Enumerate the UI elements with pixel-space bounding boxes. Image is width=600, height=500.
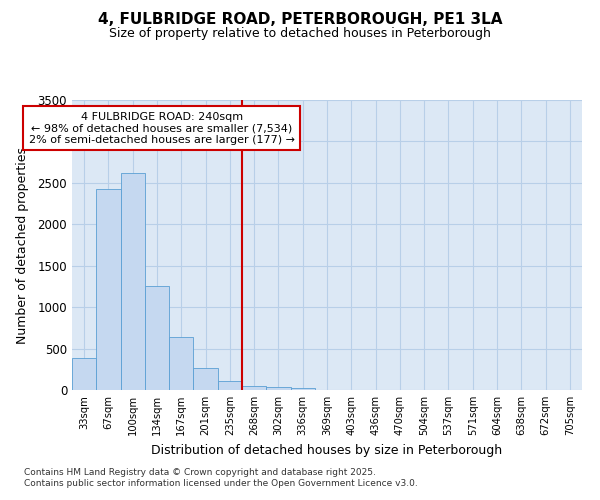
Bar (193, 368, 218, 390)
Text: Contains HM Land Registry data © Crown copyright and database right 2025.
Contai: Contains HM Land Registry data © Crown c… (24, 468, 418, 487)
Bar (266, 386, 290, 390)
Bar (121, 173, 145, 390)
Bar (218, 381, 242, 390)
Text: Size of property relative to detached houses in Peterborough: Size of property relative to detached ho… (109, 28, 491, 40)
Text: 4 FULBRIDGE ROAD: 240sqm
← 98% of detached houses are smaller (7,534)
2% of semi: 4 FULBRIDGE ROAD: 240sqm ← 98% of detach… (29, 112, 295, 145)
Bar (72, 358, 96, 390)
Bar (242, 386, 266, 390)
Bar (96, 190, 121, 390)
Text: 4, FULBRIDGE ROAD, PETERBOROUGH, PE1 3LA: 4, FULBRIDGE ROAD, PETERBOROUGH, PE1 3LA (98, 12, 502, 28)
Bar (290, 388, 315, 390)
Bar (169, 337, 193, 390)
Bar (145, 286, 169, 390)
Y-axis label: Number of detached properties: Number of detached properties (16, 146, 29, 344)
X-axis label: Distribution of detached houses by size in Peterborough: Distribution of detached houses by size … (151, 444, 503, 456)
